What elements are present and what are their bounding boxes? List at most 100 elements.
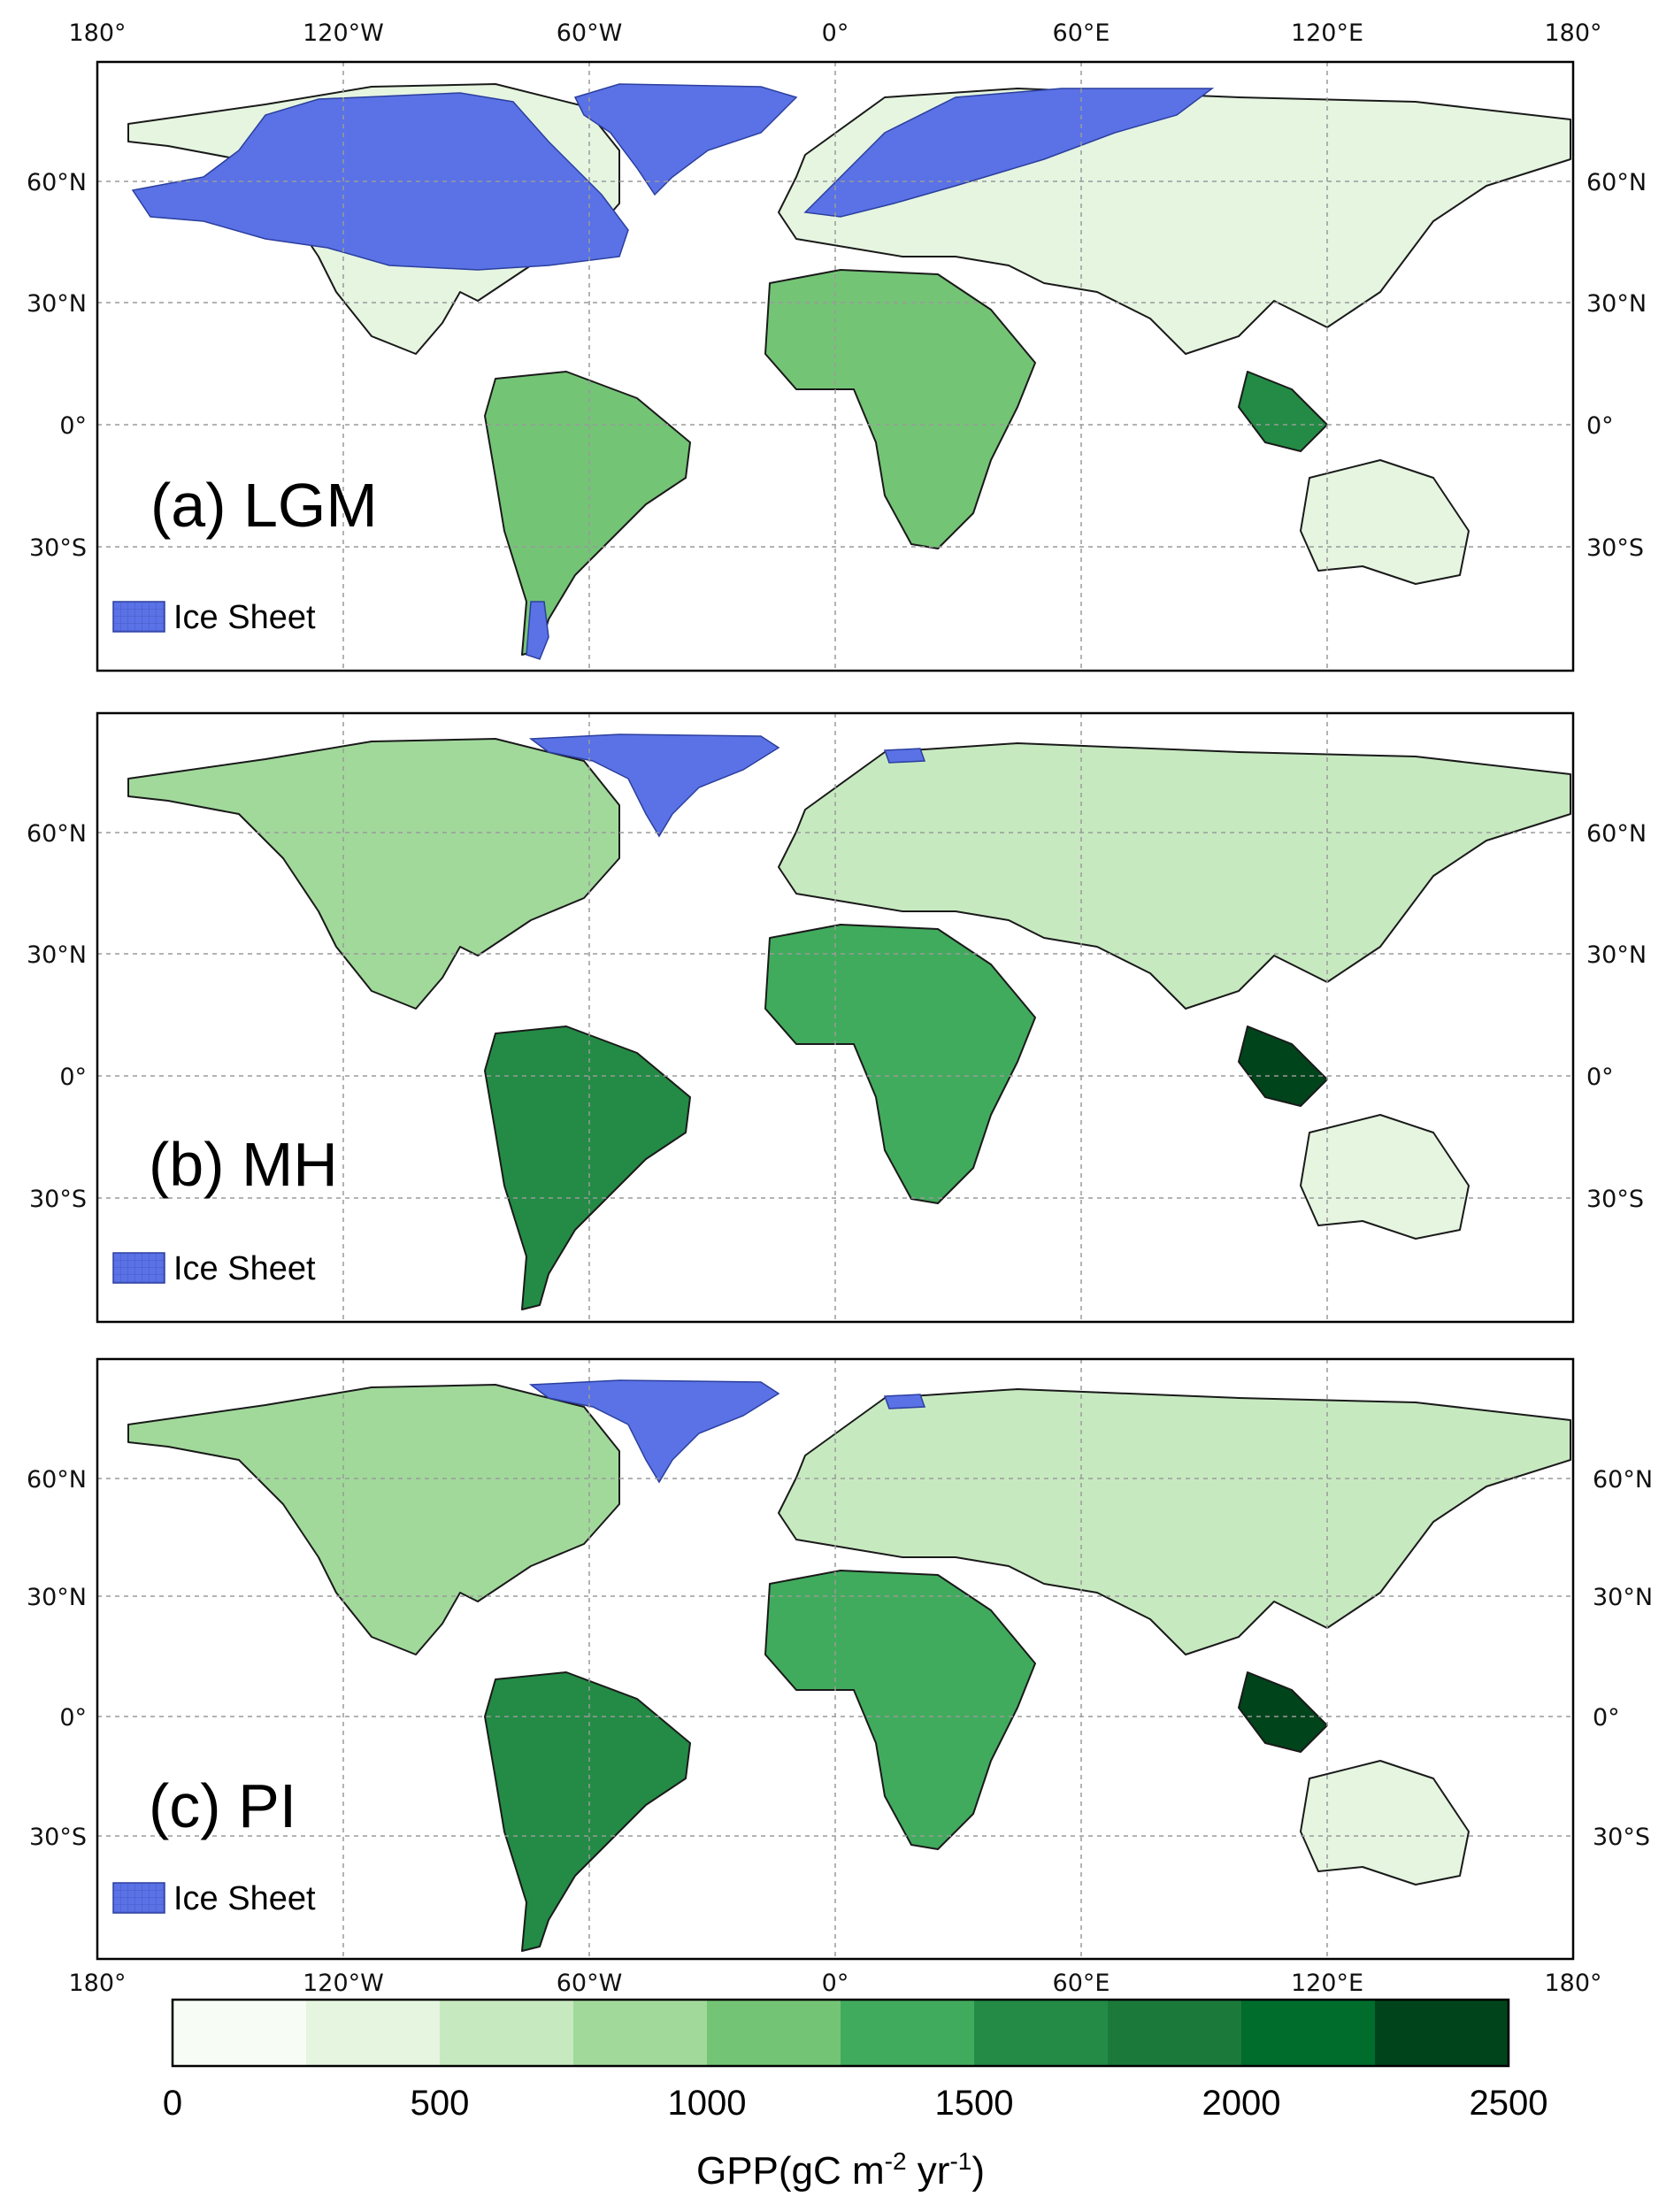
land-south-america <box>484 1671 691 1952</box>
lat-label: 30°N <box>1586 941 1647 969</box>
lon-label: 120°W <box>303 1970 384 1997</box>
ice-patagonia <box>526 601 549 660</box>
colorbar-bin <box>440 2000 574 2066</box>
lat-label: 0° <box>1586 1064 1614 1091</box>
colorbar-tick-label: 2500 <box>1470 2084 1548 2123</box>
lon-label: 120°W <box>303 19 384 47</box>
ice-sheets <box>528 733 926 838</box>
ice-sheet-legend-label: Ice Sheet <box>173 1250 316 1287</box>
colorbar-bin <box>173 2000 307 2066</box>
map-frame <box>96 60 1575 672</box>
panel-pi: 60°N 30°N 0° 30°S 60°N 30°N 0° 30°S (c) … <box>27 1357 1653 1961</box>
ice-sheet-legend-swatch <box>112 1252 165 1284</box>
lat-label: 60°N <box>1586 820 1647 848</box>
lat-label: 30°S <box>1586 534 1644 562</box>
lat-labels-left: 60°N 30°N 0° 30°S <box>27 1466 87 1851</box>
lat-labels-right: 60°N 30°N 0° 30°S <box>1586 820 1647 1213</box>
map-land <box>127 1384 1571 1952</box>
lon-label: 180° <box>1544 1970 1601 1997</box>
lat-label: 0° <box>1593 1704 1620 1732</box>
map-land <box>127 738 1571 1310</box>
lat-label: 30°N <box>27 941 87 969</box>
lat-label: 30°S <box>1586 1186 1644 1213</box>
land-australia <box>1300 1114 1470 1240</box>
colorbar-bin <box>573 2000 708 2066</box>
gridlines <box>97 62 1573 671</box>
lat-label: 30°S <box>29 1186 87 1213</box>
colorbar-tick-label: 2000 <box>1202 2084 1281 2123</box>
lon-label: 60°W <box>557 1970 623 1997</box>
land-south-america <box>484 371 691 656</box>
ice-sheet-legend-swatch <box>112 601 165 633</box>
panel-label: (c) PI <box>149 1771 296 1840</box>
colorbar-bins <box>173 2000 1509 2066</box>
colorbar-bin <box>1241 2000 1376 2066</box>
colorbar-bin <box>841 2000 975 2066</box>
lon-label: 0° <box>822 19 849 47</box>
lat-labels-right: 60°N 30°N 0° 30°S <box>1593 1466 1653 1851</box>
lon-label: 60°W <box>557 19 623 47</box>
ice-sheet-legend-swatch <box>112 1882 165 1914</box>
land-eurasia <box>778 1388 1571 1655</box>
lat-label: 60°N <box>1586 169 1647 196</box>
lon-label: 180° <box>1544 19 1601 47</box>
gridlines <box>97 713 1573 1322</box>
ice-greenland <box>528 1379 780 1484</box>
colorbar-tick-labels: 0 500 1000 1500 2000 2500 <box>163 2084 1548 2123</box>
colorbar-frame <box>171 1998 1510 2068</box>
land-south-america <box>484 1025 691 1310</box>
colorbar-tick-label: 0 <box>163 2084 182 2123</box>
lon-label: 120°E <box>1291 19 1363 47</box>
land-africa <box>764 269 1036 549</box>
colorbar-tick-label: 500 <box>411 2084 470 2123</box>
unit-exp1: -2 <box>885 2147 907 2175</box>
land-australia <box>1300 459 1470 585</box>
colorbar-bin <box>1375 2000 1509 2066</box>
land-southeast-asia <box>1238 1025 1328 1107</box>
land-southeast-asia <box>1238 1671 1328 1753</box>
colorbar-unit-label: GPP(gC m-2 yr-1) <box>696 2147 985 2193</box>
lon-label: 120°E <box>1291 1970 1363 1997</box>
unit-prefix: GPP(gC m <box>696 2149 885 2193</box>
colorbar-tick-label: 1500 <box>935 2084 1014 2123</box>
unit-mid: yr <box>907 2149 950 2193</box>
ice-greenland <box>528 733 780 838</box>
lat-labels-left: 60°N 30°N 0° 30°S <box>27 820 87 1213</box>
ice-sheets <box>528 1379 926 1484</box>
lat-label: 0° <box>59 412 87 440</box>
ice-sheet-legend-label: Ice Sheet <box>173 599 316 636</box>
colorbar: 0 500 1000 1500 2000 2500 GPP(gC m-2 yr-… <box>163 1998 1548 2193</box>
map-frame <box>96 711 1575 1324</box>
land-australia <box>1300 1760 1470 1886</box>
top-longitude-labels: 180° 120°W 60°W 0° 60°E 120°E 180° <box>68 19 1601 47</box>
bottom-longitude-labels: 180° 120°W 60°W 0° 60°E 120°E 180° <box>68 1970 1601 1997</box>
land-eurasia <box>778 742 1571 1010</box>
lat-label: 60°N <box>27 1466 87 1494</box>
land-north-america <box>127 738 620 1010</box>
unit-exp2: -1 <box>949 2147 971 2175</box>
lat-label: 30°N <box>1586 290 1647 318</box>
lat-label: 60°N <box>27 820 87 848</box>
lat-label: 30°S <box>29 534 87 562</box>
ice-svalbard <box>883 748 926 764</box>
land-africa <box>764 924 1036 1204</box>
lat-labels-right: 60°N 30°N 0° 30°S <box>1586 169 1647 562</box>
lon-label: 0° <box>822 1970 849 1997</box>
lat-label: 0° <box>1586 412 1614 440</box>
lat-label: 30°N <box>1593 1584 1653 1611</box>
gridlines <box>97 1359 1573 1959</box>
colorbar-bin <box>707 2000 841 2066</box>
lat-label: 30°S <box>1593 1824 1650 1851</box>
colorbar-bin <box>1108 2000 1242 2066</box>
panel-lgm: 60°N 30°N 0° 30°S 60°N 30°N 0° 30°S (a) … <box>27 60 1647 672</box>
lat-label: 60°N <box>27 169 87 196</box>
panel-label: (b) MH <box>149 1130 338 1199</box>
lon-label: 60°E <box>1053 19 1110 47</box>
unit-suffix: ) <box>971 2149 985 2193</box>
ice-greenland <box>573 83 798 196</box>
lat-label: 0° <box>59 1704 87 1732</box>
colorbar-tick-label: 1000 <box>668 2084 747 2123</box>
lat-label: 30°S <box>29 1824 87 1851</box>
lat-labels-left: 60°N 30°N 0° 30°S <box>27 169 87 562</box>
